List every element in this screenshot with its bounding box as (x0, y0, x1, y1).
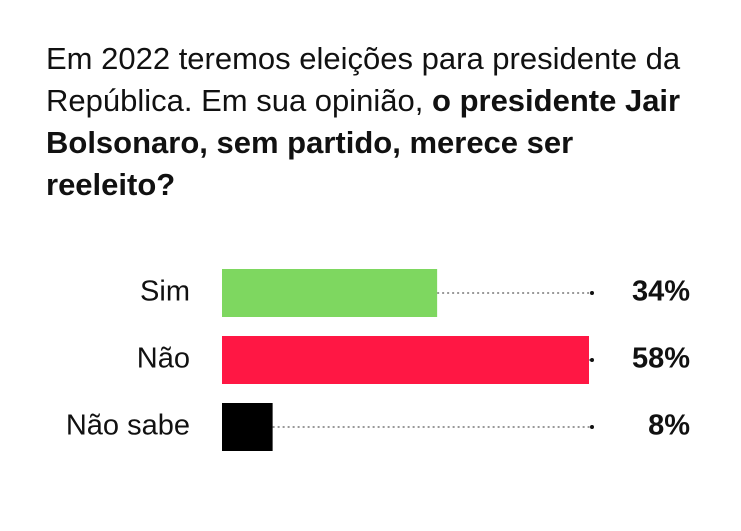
category-label: Não sabe (66, 410, 190, 442)
title-bold-text: o presidente Jair Bolsonaro, sem partido… (46, 83, 681, 202)
bar (222, 336, 589, 384)
chart-title: Em 2022 teremos eleições para presidente… (46, 38, 706, 206)
leader-dot (590, 358, 594, 362)
title-text: Em 2022 teremos eleições para presidente… (46, 41, 681, 118)
leader-dot (590, 425, 594, 429)
value-label: 34% (632, 276, 690, 308)
category-label: Não (137, 343, 190, 375)
bar (222, 269, 438, 317)
category-label: Sim (140, 276, 190, 308)
leader-dot (590, 291, 594, 295)
value-label: 8% (648, 410, 690, 442)
value-label: 58% (632, 343, 690, 375)
bar (222, 403, 273, 451)
